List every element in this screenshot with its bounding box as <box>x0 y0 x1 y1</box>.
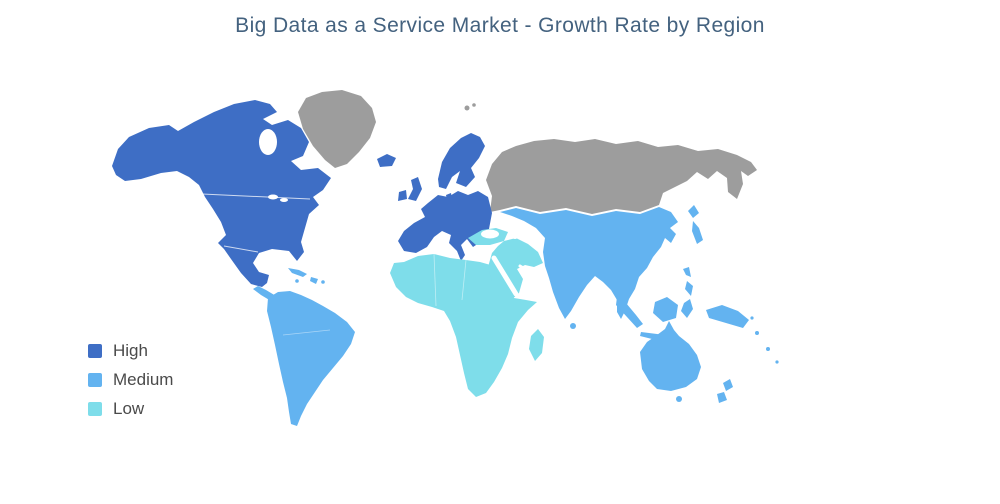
africa-country-border <box>461 259 467 301</box>
hispaniola-island <box>310 277 318 284</box>
scandinavia-region <box>438 133 485 189</box>
pacific-island <box>766 347 770 351</box>
japan-north-island <box>688 205 699 218</box>
low-color-swatch <box>88 402 102 416</box>
sumatra-island <box>616 297 643 328</box>
japan-main-island <box>692 221 703 244</box>
madagascar-island <box>529 329 544 361</box>
north-america-region <box>112 100 331 287</box>
greenland-region <box>298 90 376 168</box>
legend-item-low: Low <box>88 399 173 419</box>
legend-label-low: Low <box>113 399 145 418</box>
pacific-island <box>755 331 759 335</box>
legend-label-high: High <box>113 341 148 360</box>
sulawesi-island <box>681 299 693 318</box>
new-zealand-south-island <box>717 392 727 403</box>
legend-label-medium: Medium <box>113 370 174 389</box>
asia-region <box>500 207 678 319</box>
iceland-region <box>377 154 396 167</box>
legend-swatch-medium <box>88 373 102 387</box>
ireland-region <box>398 190 407 201</box>
philippines-north-island <box>683 267 691 277</box>
us-mexico-border <box>223 245 259 253</box>
chart-title: Big Data as a Service Market - Growth Ra… <box>235 14 765 37</box>
legend-swatch-high <box>88 344 102 358</box>
new-guinea-island <box>706 305 749 328</box>
legend-item-medium: Medium <box>88 370 173 390</box>
cuba-island <box>288 268 307 277</box>
south-america-region <box>267 291 355 426</box>
russia-region <box>486 139 757 214</box>
svalbard-island <box>472 103 476 107</box>
sri-lanka-island <box>570 323 576 329</box>
borneo-island <box>653 297 678 322</box>
pacific-island <box>750 316 754 320</box>
middle-east-region <box>488 238 543 302</box>
pacific-island <box>775 360 779 364</box>
legend-swatch-low <box>88 402 102 416</box>
new-zealand-north-island <box>723 379 733 391</box>
hudson-bay-sea <box>259 129 277 155</box>
black-sea <box>481 229 499 239</box>
great-britain-region <box>408 177 422 201</box>
africa-country-border <box>433 253 437 307</box>
caspian-sea <box>510 219 520 239</box>
red-sea <box>491 255 519 297</box>
legend-item-high: High <box>88 341 173 361</box>
great-lakes <box>280 198 288 202</box>
legend: High Medium Low <box>88 341 173 419</box>
philippines-south-island <box>685 281 693 296</box>
svalbard-island <box>464 105 470 111</box>
brazil-border <box>282 329 331 336</box>
australia-region <box>640 321 701 391</box>
jamaica-island <box>295 279 299 283</box>
europe-mainland-region <box>398 191 492 261</box>
persian-gulf <box>518 264 532 274</box>
us-canada-border <box>201 193 311 200</box>
puerto-rico-island <box>321 280 325 284</box>
medium-color-swatch <box>88 373 102 387</box>
tasmania-island <box>676 396 682 402</box>
high-color-swatch <box>88 344 102 358</box>
